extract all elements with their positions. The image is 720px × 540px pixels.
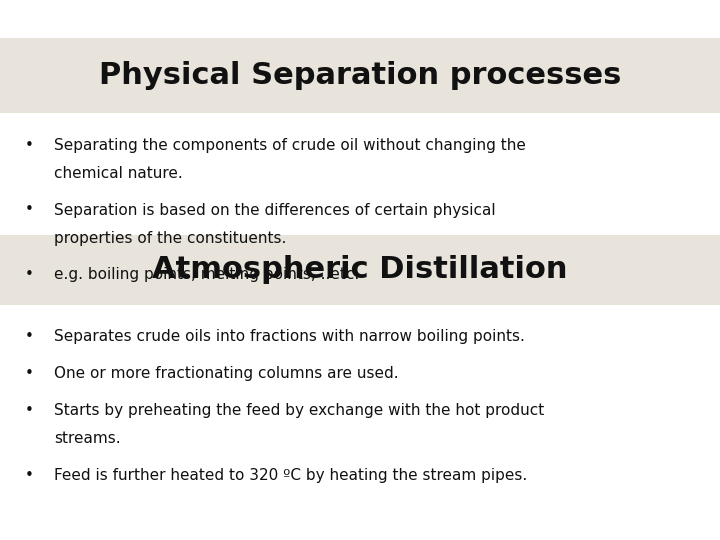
Text: e.g. boiling points, melting points, ..etc.: e.g. boiling points, melting points, ..e…: [54, 267, 359, 282]
Text: Physical Separation processes: Physical Separation processes: [99, 61, 621, 90]
Text: chemical nature.: chemical nature.: [54, 166, 183, 181]
Text: •: •: [25, 403, 34, 418]
Text: •: •: [25, 366, 34, 381]
Text: •: •: [25, 202, 34, 218]
Text: properties of the constituents.: properties of the constituents.: [54, 231, 287, 246]
Text: Separates crude oils into fractions with narrow boiling points.: Separates crude oils into fractions with…: [54, 329, 525, 345]
Text: One or more fractionating columns are used.: One or more fractionating columns are us…: [54, 366, 399, 381]
Text: Starts by preheating the feed by exchange with the hot product: Starts by preheating the feed by exchang…: [54, 403, 544, 418]
Text: Feed is further heated to 320 ºC by heating the stream pipes.: Feed is further heated to 320 ºC by heat…: [54, 468, 527, 483]
Text: •: •: [25, 468, 34, 483]
Text: streams.: streams.: [54, 431, 121, 446]
Text: •: •: [25, 329, 34, 345]
Bar: [0, 235, 720, 305]
Bar: [0, 38, 720, 113]
Text: •: •: [25, 267, 34, 282]
Text: Separating the components of crude oil without changing the: Separating the components of crude oil w…: [54, 138, 526, 153]
Text: Separation is based on the differences of certain physical: Separation is based on the differences o…: [54, 202, 495, 218]
Text: •: •: [25, 138, 34, 153]
Text: Atmospheric Distillation: Atmospheric Distillation: [152, 255, 568, 285]
